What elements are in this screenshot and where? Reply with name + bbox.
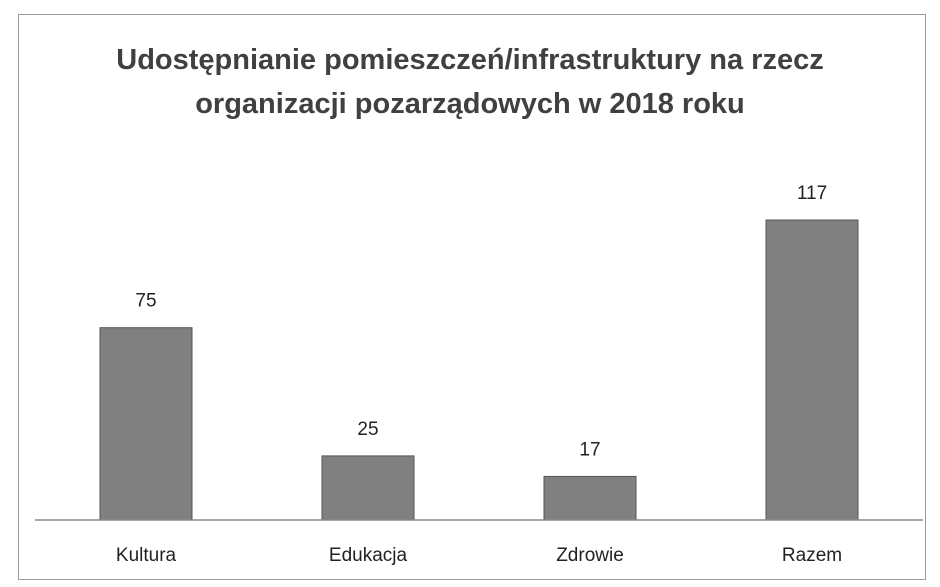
data-label: 75 bbox=[135, 291, 156, 312]
data-label: 25 bbox=[357, 419, 378, 440]
x-tick-label: Edukacja bbox=[329, 545, 408, 566]
x-tick-label: Zdrowie bbox=[556, 545, 624, 566]
chart-title: Udostępnianie pomieszczeń/infrastruktury… bbox=[116, 44, 824, 120]
bar bbox=[765, 219, 859, 521]
bar bbox=[543, 475, 637, 521]
x-tick-label: Razem bbox=[782, 545, 842, 566]
x-tick-label: Kultura bbox=[116, 545, 177, 566]
bar bbox=[321, 455, 415, 521]
data-label: 117 bbox=[797, 183, 827, 204]
bar bbox=[99, 327, 193, 521]
chart-frame bbox=[18, 14, 926, 580]
data-label: 17 bbox=[579, 439, 600, 460]
